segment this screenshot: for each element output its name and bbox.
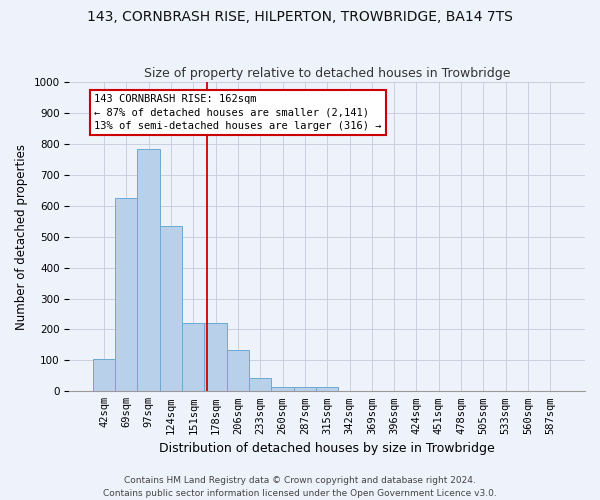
Text: Contains HM Land Registry data © Crown copyright and database right 2024.
Contai: Contains HM Land Registry data © Crown c…	[103, 476, 497, 498]
Title: Size of property relative to detached houses in Trowbridge: Size of property relative to detached ho…	[144, 66, 511, 80]
Text: 143, CORNBRASH RISE, HILPERTON, TROWBRIDGE, BA14 7TS: 143, CORNBRASH RISE, HILPERTON, TROWBRID…	[87, 10, 513, 24]
Bar	[249, 378, 271, 392]
Bar	[160, 226, 182, 392]
Bar	[294, 386, 316, 392]
Bar	[182, 324, 205, 392]
Bar	[316, 388, 338, 392]
Bar	[93, 360, 115, 392]
X-axis label: Distribution of detached houses by size in Trowbridge: Distribution of detached houses by size …	[160, 442, 495, 455]
Bar	[115, 198, 137, 392]
Text: 143 CORNBRASH RISE: 162sqm
← 87% of detached houses are smaller (2,141)
13% of s: 143 CORNBRASH RISE: 162sqm ← 87% of deta…	[94, 94, 382, 131]
Bar	[271, 386, 294, 392]
Bar	[227, 350, 249, 392]
Bar	[137, 148, 160, 392]
Y-axis label: Number of detached properties: Number of detached properties	[15, 144, 28, 330]
Bar	[205, 324, 227, 392]
